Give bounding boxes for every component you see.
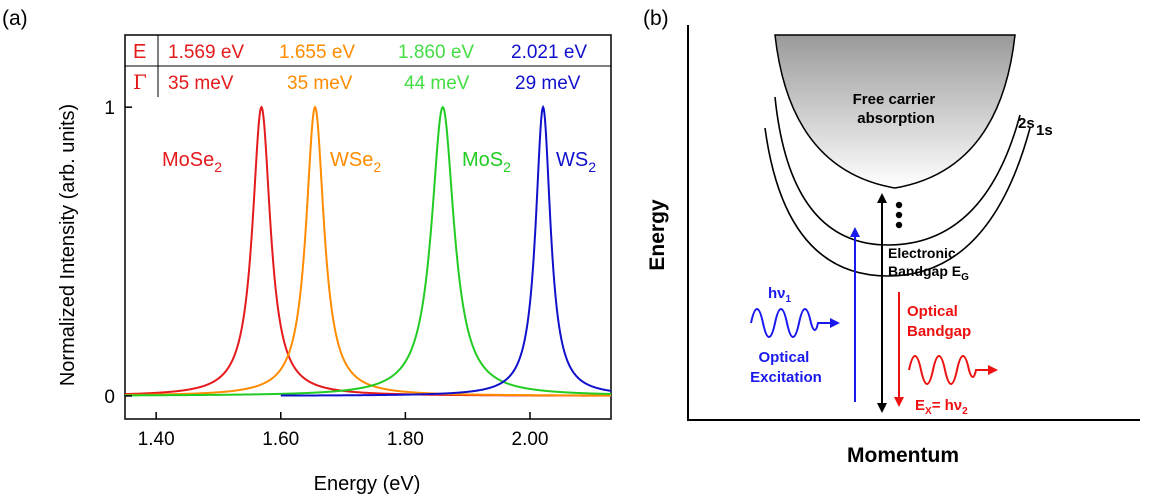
width-mose2: 35 meV (168, 73, 234, 94)
series-line-ws2 (280, 104, 612, 397)
series-line-mos2 (124, 105, 612, 397)
y-tick-label: 1 (104, 98, 115, 119)
free-carrier-label: Free carrier absorption (853, 91, 940, 127)
energy-mos2: 1.860 eV (398, 42, 474, 63)
energy-wse2: 1.655 eV (279, 42, 355, 63)
optical-excitation-label: Optical Excitation (750, 349, 822, 386)
parameter-table: E Γ 1.569 eV 1.655 eV 1.860 eV 2.021 eV … (125, 35, 611, 97)
electronic-bandgap-label: Electronic Bandgap EG (888, 245, 969, 283)
excitation-hv-label: hν1 (768, 285, 792, 305)
width-mos2: 44 meV (404, 73, 470, 94)
level-2s-label: 2s (1018, 115, 1035, 132)
x-axis-title: Energy (eV) (314, 473, 421, 495)
series-label-wse2: WSe2 (330, 149, 381, 175)
x-tick-label: 2.00 (512, 429, 549, 450)
optical-bandgap-label: Optical Bandgap (907, 303, 971, 340)
free-carrier-continuum (774, 34, 1016, 189)
x-ticks: 1.40 1.60 1.80 2.00 (138, 412, 549, 450)
incident-photon-wave (750, 308, 840, 338)
plot-frame (124, 34, 612, 420)
emitted-photon-wave (908, 355, 998, 385)
panel-b-label: (b) (643, 7, 669, 30)
b-y-axis-title: Energy (646, 199, 669, 271)
table-energy-symbol: E (133, 41, 146, 63)
y-tick-label: 0 (104, 387, 115, 408)
exciton-1s-band (764, 127, 1031, 277)
y-axis-title: Normalized Intensity (arb. units) (57, 104, 79, 386)
x-tick-label: 1.40 (138, 429, 175, 450)
series-label-mose2: MoSe2 (162, 149, 222, 175)
energy-mose2: 1.569 eV (168, 42, 244, 63)
level-1s-label: 1s (1036, 122, 1053, 139)
spectra-curves (124, 104, 612, 397)
width-wse2: 35 meV (287, 73, 353, 94)
rydberg-dot (895, 221, 903, 229)
series-label-mos2: MoS2 (462, 149, 511, 175)
y-ticks: 01 (104, 98, 132, 408)
x-tick-label: 1.80 (387, 429, 424, 450)
rydberg-dot (895, 211, 903, 219)
series-line-wse2 (125, 105, 611, 397)
energy-ws2: 2.021 eV (511, 42, 587, 63)
table-width-symbol: Γ (133, 70, 147, 94)
panel-a-label: (a) (2, 7, 28, 30)
series-label-ws2: WS2 (556, 149, 596, 175)
width-ws2: 29 meV (515, 73, 581, 94)
b-x-axis-title: Momentum (847, 444, 959, 467)
x-tick-label: 1.60 (262, 429, 299, 450)
exciton-2s-band (774, 96, 1021, 246)
exciton-energy-equation: EX= hν2 (915, 397, 968, 417)
rydberg-dot (895, 201, 903, 209)
